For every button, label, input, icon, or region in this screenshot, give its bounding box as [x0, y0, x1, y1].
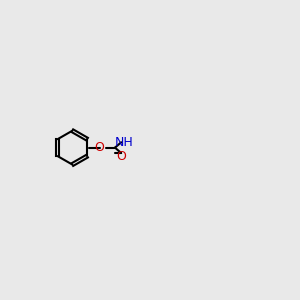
Text: O: O	[116, 150, 126, 163]
Text: O: O	[94, 141, 104, 154]
Text: NH: NH	[115, 136, 134, 149]
